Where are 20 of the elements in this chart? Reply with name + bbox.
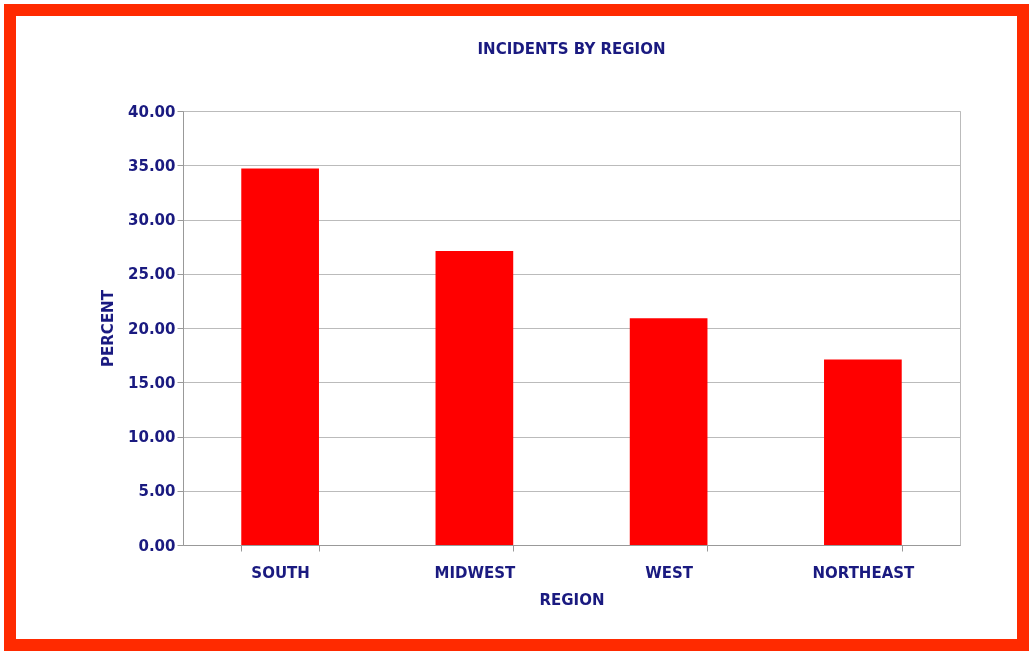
chart-title: INCIDENTS BY REGION [477, 40, 666, 58]
x-tick-label: MIDWEST [434, 563, 517, 582]
x-tick-label: NORTHEAST [812, 563, 916, 582]
y-axis-title: PERCENT [99, 289, 118, 367]
y-tick-label: 25.00 [128, 265, 176, 284]
y-tick-label: 40.00 [128, 102, 176, 121]
y-tick-label: 30.00 [128, 211, 176, 229]
y-tick-label: 0.00 [138, 536, 176, 555]
bar [629, 318, 708, 545]
x-tick-label: WEST [645, 563, 694, 582]
bar [241, 168, 319, 545]
y-tick-label: 10.00 [128, 428, 176, 446]
x-axis-title: REGION [539, 590, 605, 609]
y-tick-label: 20.00 [128, 319, 176, 338]
y-tick-label: 5.00 [138, 482, 176, 501]
bar [824, 359, 902, 545]
y-tick-label: 35.00 [128, 156, 176, 175]
bar [435, 250, 514, 545]
y-tick-label: 15.00 [128, 373, 176, 392]
x-tick-label: SOUTH [251, 563, 310, 582]
